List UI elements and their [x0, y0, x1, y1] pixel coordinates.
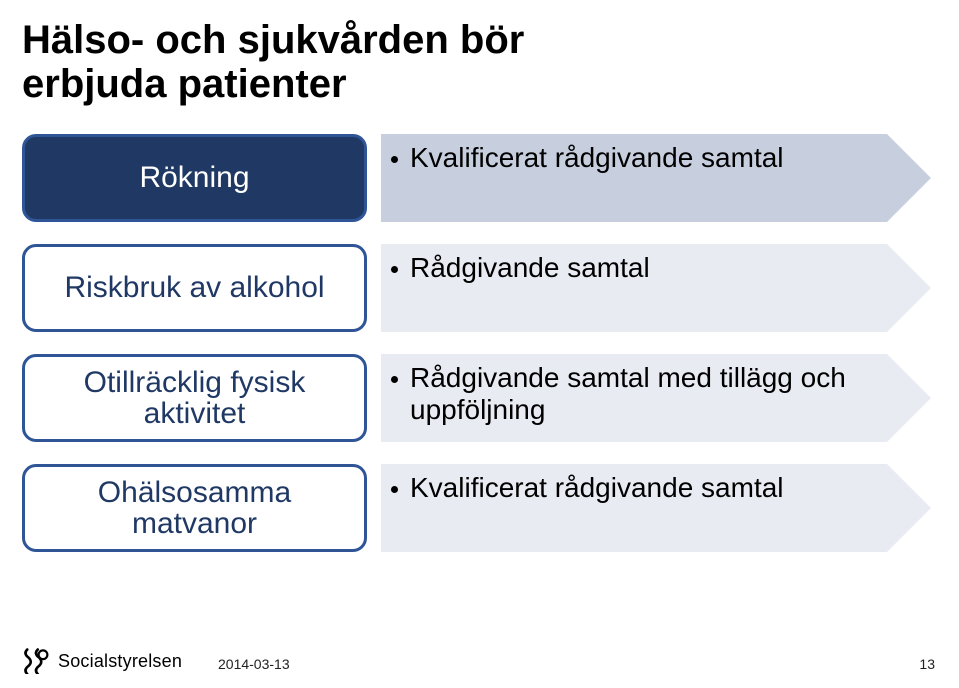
row-physical: Otillräcklig fysisk aktivitet Rådgivande…	[22, 354, 959, 442]
arrow-head-icon	[887, 134, 931, 222]
pill-alcohol: Riskbruk av alkohol	[22, 244, 367, 332]
slide-title: Hälso- och sjukvården bör erbjuda patien…	[0, 0, 959, 106]
arrow-text: Rådgivande samtal med tillägg och uppföl…	[381, 354, 931, 426]
pill-label: Otillräcklig fysisk aktivitet	[35, 367, 354, 430]
arrow-diet: Kvalificerat rådgivande samtal	[381, 464, 931, 552]
page-number: 13	[919, 656, 935, 672]
title-line2: erbjuda patienter	[22, 62, 347, 106]
arrow-text: Kvalificerat rådgivande samtal	[381, 134, 784, 174]
pill-physical: Otillräcklig fysisk aktivitet	[22, 354, 367, 442]
bullet-icon	[391, 486, 398, 493]
bullet-label: Rådgivande samtal med tillägg och uppföl…	[410, 362, 931, 426]
pill-label: Riskbruk av alkohol	[64, 272, 324, 304]
arrow-alcohol: Rådgivande samtal	[381, 244, 931, 332]
content-rows: Rökning Kvalificerat rådgivande samtal R…	[0, 134, 959, 552]
arrow-text: Kvalificerat rådgivande samtal	[381, 464, 784, 504]
arrow-physical: Rådgivande samtal med tillägg och uppföl…	[381, 354, 931, 442]
bullet-icon	[391, 376, 398, 383]
arrow-head-icon	[887, 244, 931, 332]
title-line1: Hälso- och sjukvården bör	[22, 18, 524, 62]
bullet-label: Kvalificerat rådgivande samtal	[410, 472, 784, 504]
row-diet: Ohälsosamma matvanor Kvalificerat rådgiv…	[22, 464, 959, 552]
footer-date: 2014-03-13	[218, 656, 290, 672]
pill-label: Ohälsosamma matvanor	[35, 477, 354, 540]
bullet-label: Kvalificerat rådgivande samtal	[410, 142, 784, 174]
pill-smoking: Rökning	[22, 134, 367, 222]
logo-icon	[22, 646, 50, 674]
bullet-label: Rådgivande samtal	[410, 252, 650, 284]
row-smoking: Rökning Kvalificerat rådgivande samtal	[22, 134, 959, 222]
row-alcohol: Riskbruk av alkohol Rådgivande samtal	[22, 244, 959, 332]
footer-logo: Socialstyrelsen	[22, 646, 182, 674]
pill-diet: Ohälsosamma matvanor	[22, 464, 367, 552]
arrow-text: Rådgivande samtal	[381, 244, 650, 284]
arrow-head-icon	[887, 464, 931, 552]
bullet-icon	[391, 266, 398, 273]
bullet-icon	[391, 156, 398, 163]
pill-label: Rökning	[139, 162, 249, 194]
logo-text: Socialstyrelsen	[58, 651, 182, 674]
arrow-smoking: Kvalificerat rådgivande samtal	[381, 134, 931, 222]
